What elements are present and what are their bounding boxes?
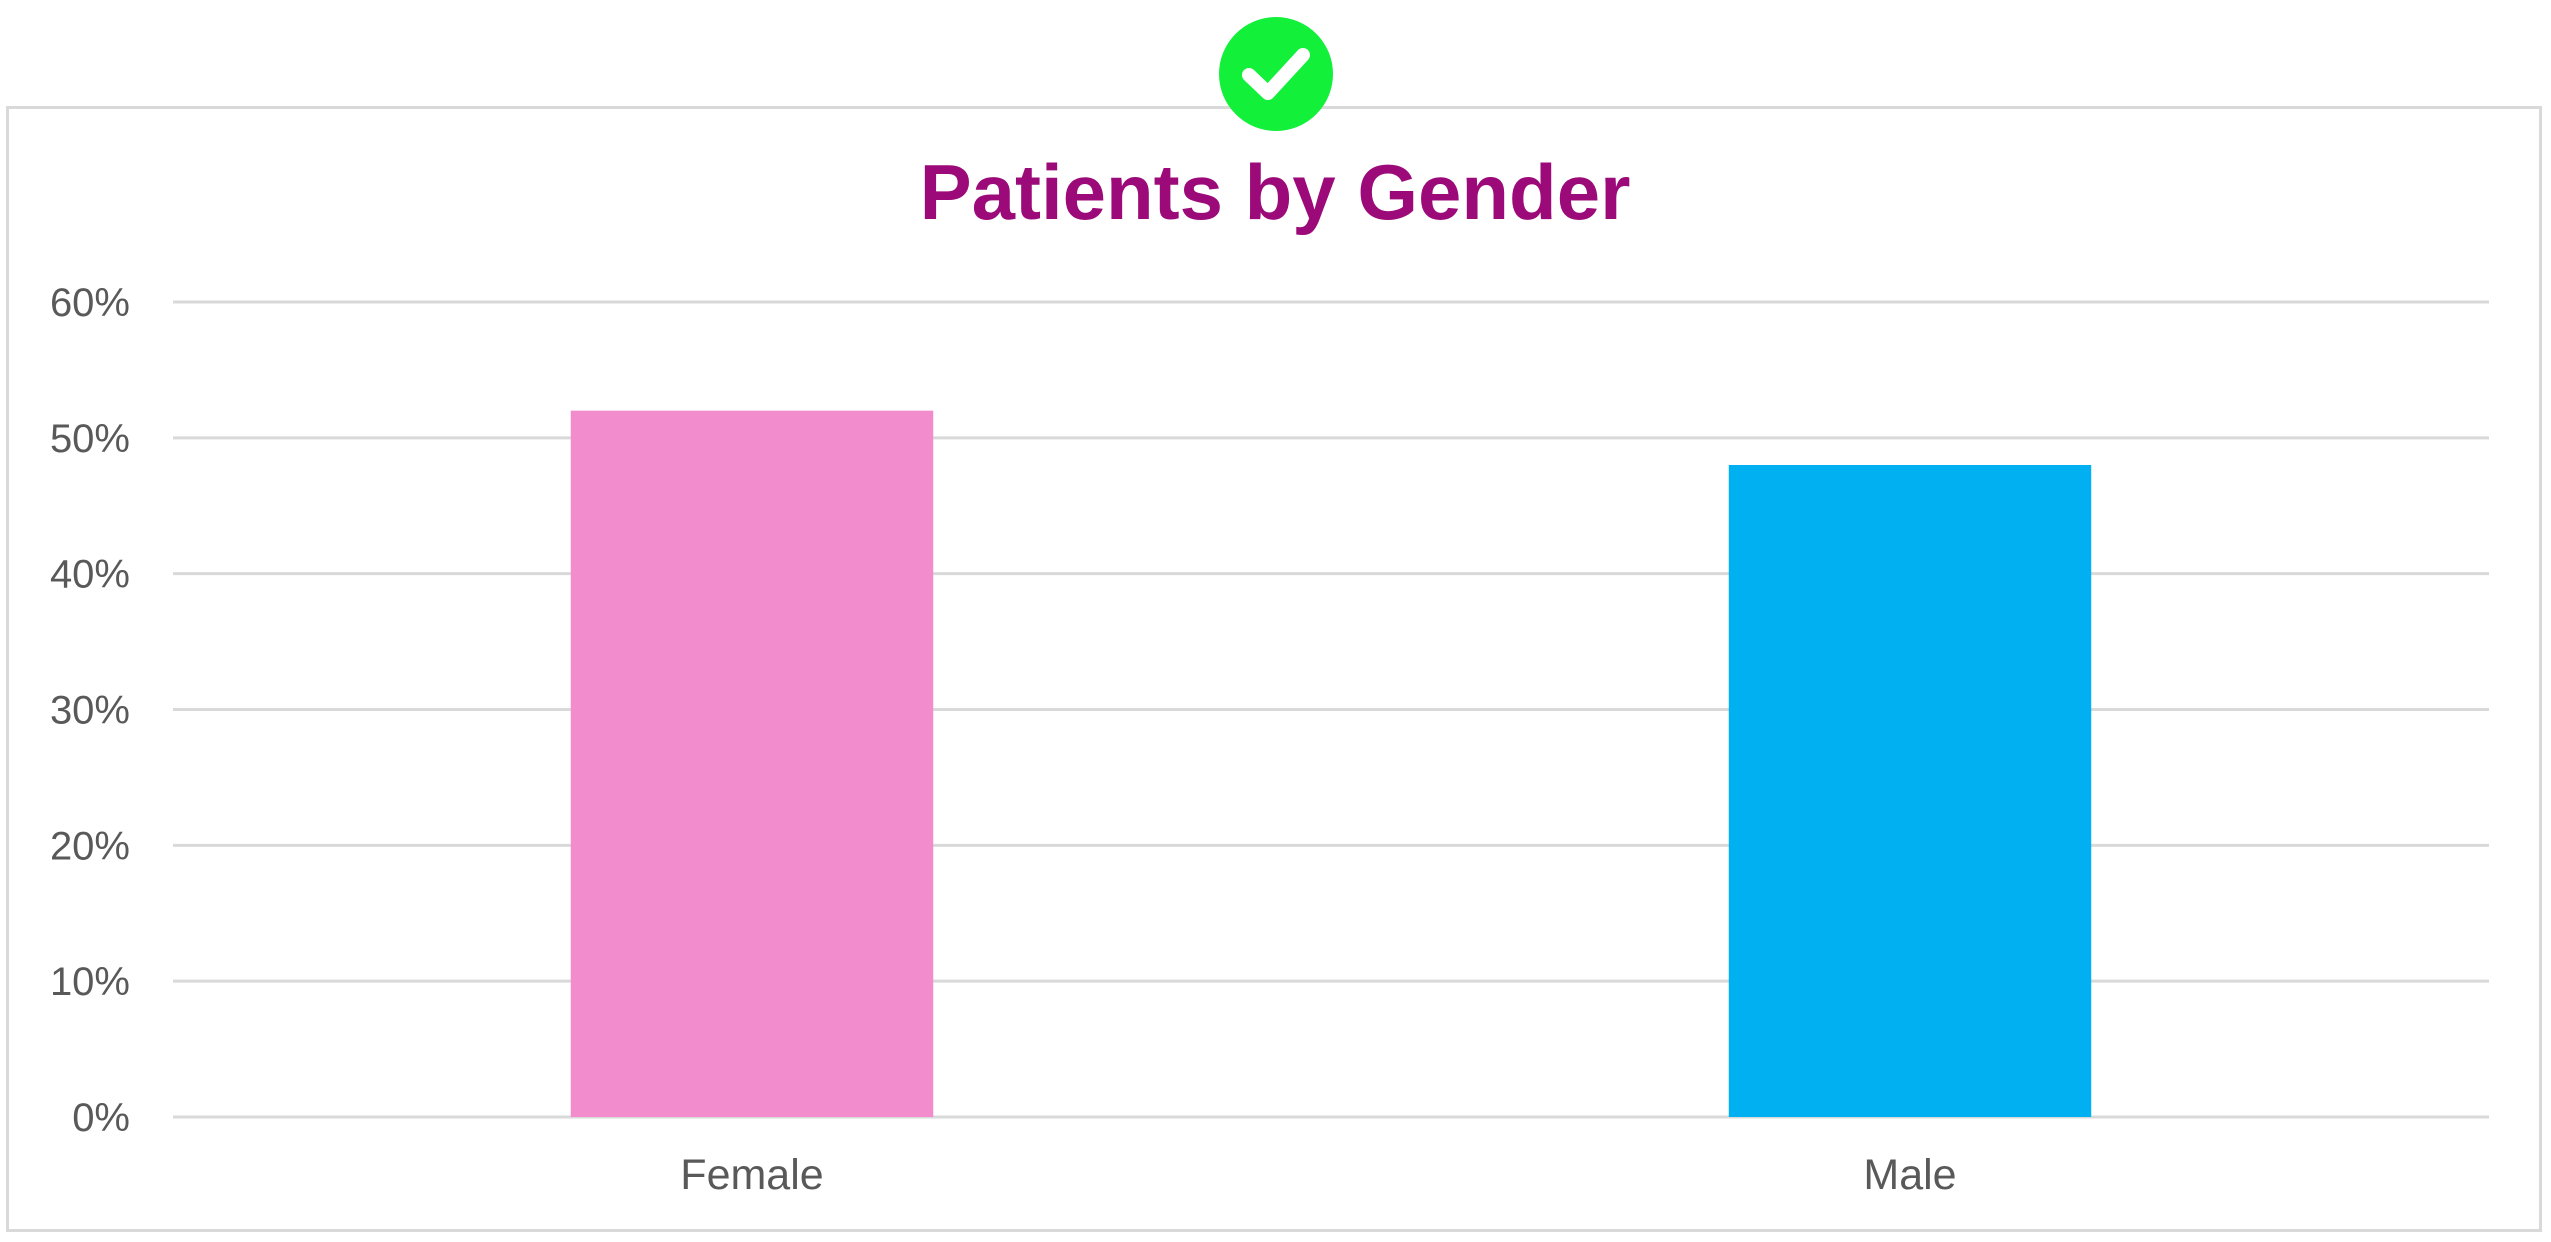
- x-axis-categories: Female Male: [680, 1151, 1956, 1199]
- y-tick-label: 50%: [50, 417, 130, 461]
- y-tick-label: 10%: [50, 960, 130, 1004]
- y-tick-label: 20%: [50, 824, 130, 868]
- bar-female: [570, 410, 934, 1118]
- y-tick-label: 30%: [50, 689, 130, 733]
- y-tick-label: 40%: [50, 553, 130, 597]
- y-tick-label: 0%: [72, 1096, 130, 1140]
- check-circle-icon: [1219, 17, 1333, 131]
- chart-title: Patients by Gender: [920, 148, 1631, 236]
- x-category-label: Female: [680, 1151, 823, 1199]
- bar-male: [1728, 465, 2092, 1117]
- y-tick-label: 60%: [50, 281, 130, 325]
- y-axis-ticks: 60% 50% 40% 30% 20% 10% 0%: [50, 281, 130, 1140]
- bars: [570, 410, 2092, 1118]
- chart-frame: [6, 106, 2542, 1232]
- gridlines: [173, 300, 2489, 1119]
- x-category-label: Male: [1863, 1151, 1956, 1199]
